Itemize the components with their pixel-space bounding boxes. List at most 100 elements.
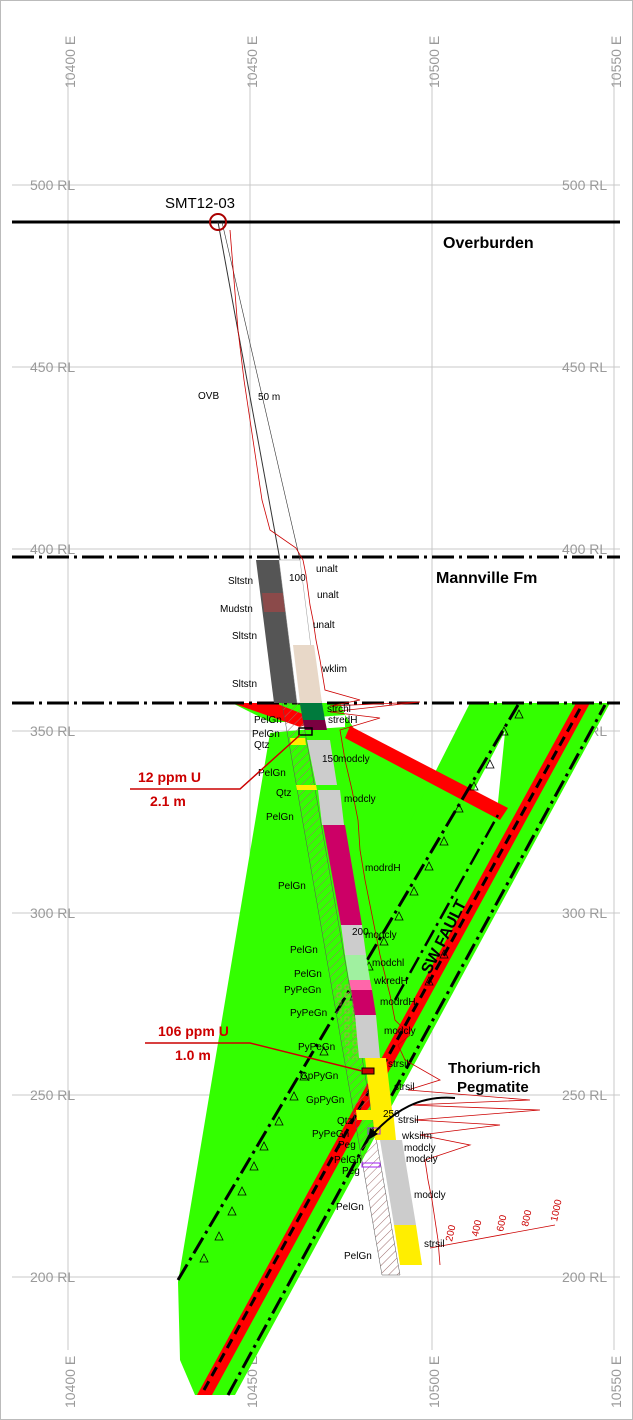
alt-label: stredH (328, 715, 357, 726)
alt-label: strchl (327, 704, 351, 715)
rl-label: 250 RL (562, 1087, 607, 1103)
easting-label: 10550 E (608, 36, 624, 88)
hole-id: SMT12-03 (165, 195, 235, 212)
alt-label: wklim (321, 664, 347, 675)
lith-label: OVB (198, 391, 219, 402)
arrowhead-icon (368, 1128, 378, 1140)
lith-label: Sltstn (232, 631, 257, 642)
rl-label: 350 RL (30, 723, 75, 739)
rl-label: 200 RL (562, 1269, 607, 1285)
easting-label: 10550 E (608, 1356, 624, 1408)
lith-label: PelGn (344, 1251, 372, 1262)
lith-label: PyPeGn (312, 1129, 349, 1140)
rl-label: 450 RL (562, 359, 607, 375)
callout-grade: 106 ppm U (158, 1023, 229, 1039)
lith-label: PelGn (258, 768, 286, 779)
rl-labels-left: 500 RL 450 RL 400 RL 350 RL 300 RL 250 R… (30, 177, 75, 1285)
easting-label: 10500 E (426, 36, 442, 88)
alt-label: strsil (388, 1059, 409, 1070)
easting-label: 10500 E (426, 1356, 442, 1408)
fault-boundary-inner (393, 814, 500, 1001)
lith-label: PyPeGn (290, 1008, 327, 1019)
alt-label: modrdH (380, 997, 416, 1008)
alt-label: strsil (394, 1082, 415, 1093)
lith-label: Sltstn (228, 576, 253, 587)
lith-label: GpPyGn (300, 1071, 338, 1082)
lith-label: Qtz (276, 788, 292, 799)
lith-label: Qtz (337, 1116, 353, 1127)
alt-label: modcly (338, 754, 370, 765)
alt-label: modcly (404, 1143, 436, 1154)
lith-label: PelGn (336, 1202, 364, 1213)
rl-label: 450 RL (30, 359, 75, 375)
lith-label: PelGn (254, 715, 282, 726)
lith-label: Sltstn (232, 679, 257, 690)
fault-boundary-east (226, 704, 607, 1396)
alt-strsil-3 (394, 1225, 422, 1265)
lith-label: Mudstn (220, 604, 253, 615)
alt-modcly-3 (341, 925, 366, 955)
alt-modchl (345, 955, 370, 980)
alt-label: modcly (384, 1026, 416, 1037)
alt-modrdH-2 (351, 990, 376, 1015)
alt-label: modcly (406, 1154, 438, 1165)
rl-label: 400 RL (562, 541, 607, 557)
gamma-tick: 600 (495, 1214, 509, 1233)
alt-modcly-5 (380, 1140, 416, 1225)
alt-wklim (293, 645, 322, 703)
alt-label: modchl (372, 958, 404, 969)
alt-label: modcly (344, 794, 376, 805)
overburden-label: Overburden (443, 235, 534, 252)
gamma-tick: 200 (444, 1224, 458, 1243)
gamma-trace (229, 229, 541, 1266)
gamma-tick: 800 (520, 1209, 534, 1228)
alt-label: unalt (316, 564, 338, 575)
rl-label: 300 RL (30, 905, 75, 921)
gamma-tick: 1000 (549, 1198, 564, 1222)
lith-label: Peg (342, 1166, 360, 1177)
rl-label: 500 RL (562, 177, 607, 193)
callout-width: 1.0 m (175, 1047, 211, 1063)
pegmatite-label-2: Pegmatite (457, 1079, 529, 1096)
alt-modcly-2 (318, 790, 344, 825)
depth-ticks: 50 m 100 150 200 250 (258, 392, 400, 1120)
alt-label: strsil (424, 1239, 445, 1250)
lith-label: PelGn (278, 881, 306, 892)
fault-trace (202, 704, 584, 1391)
rl-label: 400 RL (30, 541, 75, 557)
alt-label: wkredH (373, 976, 408, 987)
lith-label: PelGn (266, 812, 294, 823)
gamma-scale: 200 400 600 800 1000 (429, 1198, 565, 1249)
depth-tick: 250 (383, 1109, 400, 1120)
easting-label: 10400 E (62, 36, 78, 88)
lith-label: PelGn (252, 729, 280, 740)
alt-modcly-4 (355, 1015, 380, 1058)
intercept-box-lower (361, 1067, 375, 1075)
alt-label: modrdH (365, 863, 401, 874)
lith-label: PelGn (294, 969, 322, 980)
lith-mudstn (262, 593, 285, 612)
qtz-3 (356, 1110, 375, 1120)
lith-label: PelGn (334, 1155, 362, 1166)
pegmatite-label-1: Thorium-rich (448, 1060, 541, 1077)
alt-label: modcly (365, 930, 397, 941)
gamma-tick: 400 (470, 1219, 484, 1238)
callout-lower: 106 ppm U 1.0 m (145, 1023, 363, 1072)
fault-splay (345, 726, 508, 820)
alt-wkredH (349, 980, 372, 990)
lith-label: PyPeGn (284, 985, 321, 996)
alt-label: unalt (317, 590, 339, 601)
lithology-labels: OVB Sltstn Mudstn Sltstn Sltstn PelGn Pe… (198, 391, 372, 1262)
collar-marker (209, 213, 227, 231)
callout-grade: 12 ppm U (138, 769, 201, 785)
alt-label: modcly (414, 1190, 446, 1201)
alteration-labels: unalt unalt unalt wklim strchl stredH mo… (313, 564, 446, 1250)
drillhole-trace-right (221, 221, 301, 561)
peg-box-2 (361, 1162, 381, 1168)
depth-tick: 100 (289, 573, 306, 584)
lith-label: Qtz (254, 740, 270, 751)
callout-width: 2.1 m (150, 793, 186, 809)
depth-tick: 200 (352, 927, 369, 938)
alt-modcly-1 (307, 740, 337, 785)
